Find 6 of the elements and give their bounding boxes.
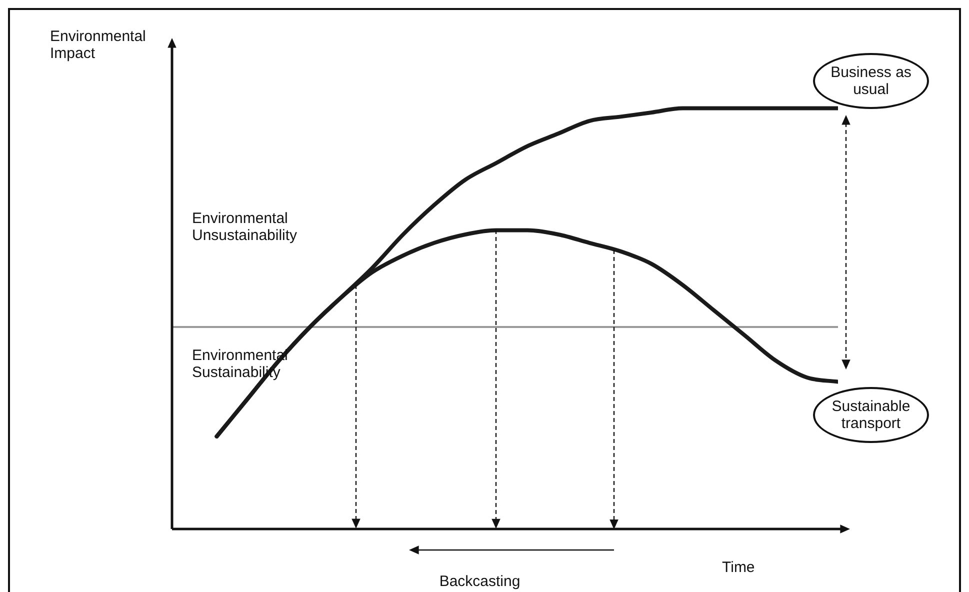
series-label: Sustainable transport bbox=[830, 398, 912, 432]
y-axis-title: Environmental Impact bbox=[50, 28, 147, 62]
series-label: Business as usual bbox=[830, 64, 912, 98]
text: Backcasting bbox=[439, 573, 520, 590]
annotation: Environmental Unsustainability bbox=[192, 210, 298, 244]
x-axis-title: Time bbox=[722, 559, 755, 576]
